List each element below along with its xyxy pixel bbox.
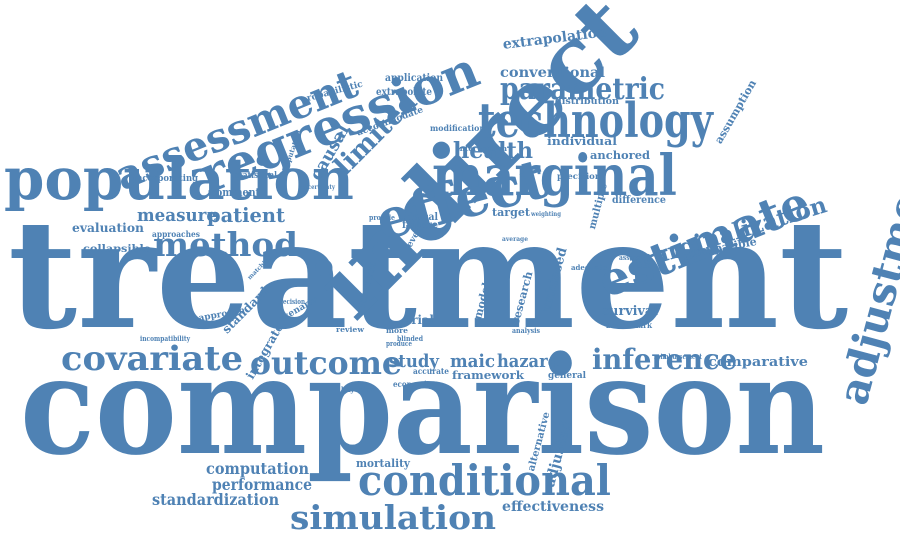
word-analysis: analysis xyxy=(512,326,541,335)
word-review: review xyxy=(336,325,364,334)
word-anchored: anchored xyxy=(590,149,651,162)
word-target: target xyxy=(492,206,531,219)
word-survival: survival xyxy=(602,304,659,319)
word-failure: failure xyxy=(402,220,439,231)
word-performance: performance xyxy=(212,475,312,494)
word-uncertainty: uncertainty xyxy=(300,184,335,191)
word-extrapolate: extrapolate xyxy=(376,87,432,98)
word-population: population xyxy=(4,145,354,213)
word-outcome: outcome xyxy=(250,344,402,382)
word-collapsible: collapsible xyxy=(83,244,151,255)
word-simulation: simulation xyxy=(290,498,497,534)
word-precision: precision xyxy=(557,171,602,181)
word-covariate: covariate xyxy=(61,339,244,379)
word-application: application xyxy=(385,73,444,84)
word-assumption: assumption xyxy=(712,77,760,146)
word-comment: comment xyxy=(210,186,260,199)
word-marginal: marginal xyxy=(432,143,677,209)
word-trial: trial xyxy=(406,313,434,327)
word-modification: modification xyxy=(430,123,486,133)
word-patient: patient xyxy=(207,203,285,227)
word-effectiveness: effectiveness xyxy=(502,499,605,515)
word-parametric: parametric xyxy=(500,72,666,107)
word-incompatibility: incompatibility xyxy=(140,334,190,343)
word-standardization: standardization xyxy=(152,490,280,509)
word-inference: inference xyxy=(592,343,738,376)
word-conditional: conditional xyxy=(358,456,611,505)
word-approaches: approaches xyxy=(152,229,200,239)
word-economic: economic xyxy=(393,379,431,389)
word-method: method xyxy=(153,225,299,264)
word-comparative: comparative xyxy=(708,355,808,370)
word-blinded: blinded xyxy=(397,334,424,343)
word-produce: produce xyxy=(386,339,413,348)
word-framework: framework xyxy=(452,369,524,382)
word-reimbursement: reimbursement xyxy=(654,352,703,361)
word-mortality: mortality xyxy=(356,457,410,470)
word-accurate: accurate xyxy=(413,366,450,376)
word-treatment: treatment xyxy=(8,187,849,363)
word-general: general xyxy=(548,371,587,381)
word-computation: computation xyxy=(206,459,310,478)
word-health: health xyxy=(453,138,534,164)
word-bayesian: bayesian xyxy=(341,385,376,394)
word-distribution: distribution xyxy=(555,97,620,107)
word-adequate: adequate xyxy=(571,263,607,272)
word-benchmark: benchmark xyxy=(606,320,652,330)
word-more: more xyxy=(386,326,408,335)
word-difference: difference xyxy=(612,195,666,206)
word-comparison: comparison xyxy=(20,326,825,485)
word-intervention: intervention xyxy=(457,144,507,153)
word-maic: maic xyxy=(450,351,496,372)
word-technology: technology xyxy=(478,93,713,149)
word-hazard: hazard xyxy=(497,351,559,372)
word-decision: decision xyxy=(279,297,306,306)
word-individual: individual xyxy=(547,135,618,148)
word-statistical: statistical xyxy=(235,171,278,181)
word-measure: measure xyxy=(137,205,218,226)
word-average: average xyxy=(502,236,529,243)
word-clinical: clinical xyxy=(400,212,438,223)
word-evaluation: evaluation xyxy=(72,221,144,235)
word-provide: provide xyxy=(369,213,396,222)
word-study: study xyxy=(389,351,440,372)
word-assessing: assessing xyxy=(619,253,651,262)
word-weighting: weighting xyxy=(531,211,561,218)
word-conventional: conventional xyxy=(500,65,605,81)
word-incorporating: incorporating xyxy=(133,174,199,184)
